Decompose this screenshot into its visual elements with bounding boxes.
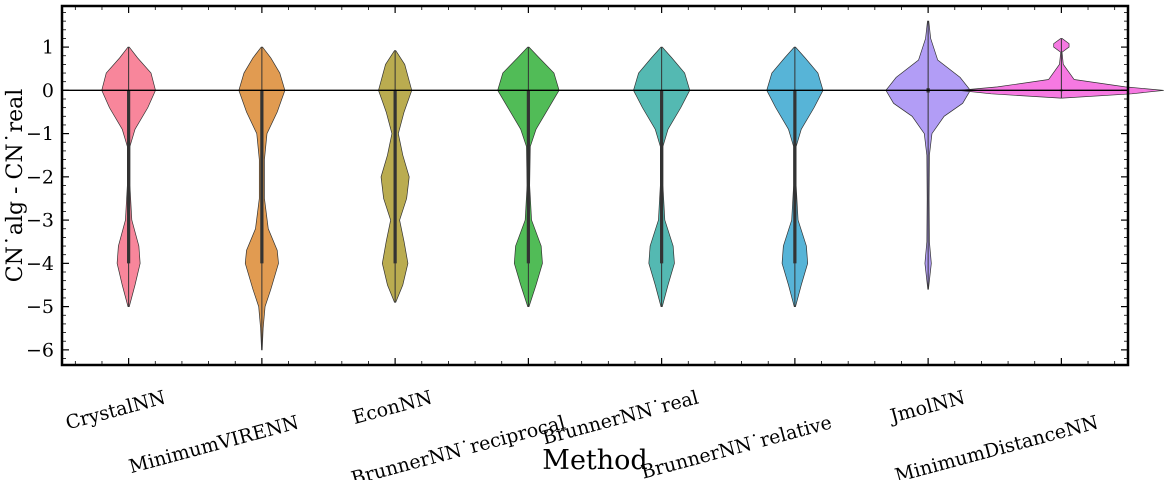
x-axis-label: Method (542, 445, 647, 476)
x-tick-label: EconNN (350, 387, 434, 429)
y-axis-label: CN˙alg - CN˙real (3, 89, 28, 283)
violin-box-1 (127, 90, 131, 264)
x-tick-label: MinimumVIRENN (127, 412, 302, 478)
plot-frame (60, 4, 1130, 367)
violin-box-4 (526, 90, 530, 264)
y-tick-label: 1 (42, 37, 54, 59)
y-tick-label: 0 (42, 80, 54, 102)
y-tick-label: −4 (26, 253, 54, 275)
x-tick-label: JmolNN (886, 387, 967, 429)
x-tick-label: MinimumDistanceNN (893, 412, 1101, 480)
x-tick-label: BrunnerNN˙real (540, 387, 701, 450)
violin-box-5 (660, 90, 664, 264)
x-tick-label: CrystalNN (63, 387, 168, 435)
y-tick-label: −6 (26, 339, 54, 361)
y-tick-label: −5 (26, 296, 54, 318)
x-tick-label: BrunnerNN˙relative (639, 412, 834, 480)
violin-layer (101, 20, 1164, 351)
y-tick-label: −3 (26, 210, 54, 232)
violin-box-6 (793, 90, 797, 264)
y-tick-label: −1 (26, 123, 54, 145)
y-tick-label: −2 (26, 166, 54, 188)
violin-box-2 (260, 90, 264, 264)
violin-box-3 (393, 90, 397, 264)
